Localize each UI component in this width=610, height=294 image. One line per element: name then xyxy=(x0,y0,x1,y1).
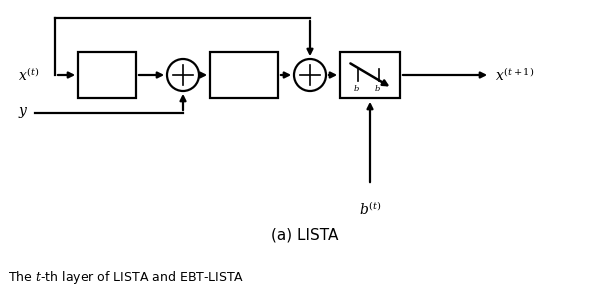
Text: $U^{(t)}$: $U^{(t)}$ xyxy=(231,66,257,84)
Bar xyxy=(340,52,400,98)
Text: $b$: $b$ xyxy=(353,83,361,93)
Circle shape xyxy=(294,59,326,91)
Text: $y$: $y$ xyxy=(18,106,29,121)
Text: The $t$-th layer of LISTA and EBT-LISTA: The $t$-th layer of LISTA and EBT-LISTA xyxy=(8,270,245,286)
Text: $b$: $b$ xyxy=(375,83,381,93)
Bar xyxy=(210,52,278,98)
Text: $x^{(t+1)}$: $x^{(t+1)}$ xyxy=(495,66,534,84)
Circle shape xyxy=(167,59,199,91)
Bar xyxy=(78,52,136,98)
Text: $-A$: $-A$ xyxy=(96,68,118,83)
Text: $x^{(t)}$: $x^{(t)}$ xyxy=(18,66,39,84)
Text: $b^{(t)}$: $b^{(t)}$ xyxy=(359,200,381,218)
Text: (a) LISTA: (a) LISTA xyxy=(271,228,339,243)
